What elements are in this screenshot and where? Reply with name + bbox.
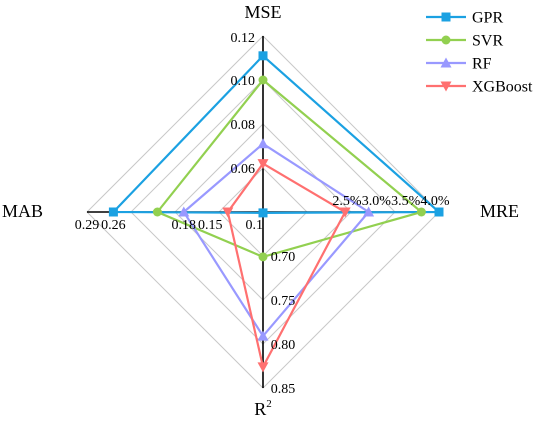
data-point-gpr-mab: [108, 207, 118, 217]
radar-tick-labels: 0.06 0.08 0.10 0.12 2.5% 3.0% 3.5% 4.0% 0.70 0.75…: [75, 31, 450, 397]
data-point-xgboost-mse: [257, 159, 269, 170]
tick-label-mab: 0.18: [172, 218, 197, 233]
tick-label-r2: 0.80: [271, 338, 296, 353]
series-line-xgboost: [226, 162, 347, 371]
data-point-gpr-r2: [258, 208, 268, 218]
data-point-gpr-mre: [434, 207, 444, 217]
radar-axis-titles: MSE MRE R2 MAB: [2, 2, 519, 419]
legend-item-svr: SVR: [426, 33, 503, 50]
series-line-gpr: [110, 54, 442, 214]
tick-label-mab: 0.15: [198, 218, 223, 233]
legend-label-rf: RF: [472, 56, 492, 73]
data-point-gpr-mse: [258, 51, 268, 61]
tick-label-r2: 0.85: [271, 382, 296, 397]
tick-label-mse: 0.08: [231, 118, 256, 133]
tick-label-mre: 3.0%: [362, 194, 392, 209]
tick-label-mab: 0.26: [101, 218, 126, 233]
axis-title-mab: MAB: [2, 201, 43, 221]
data-point-rf-mab: [178, 206, 190, 217]
legend-label-svr: SVR: [472, 33, 503, 50]
legend-item-gpr: GPR: [426, 10, 503, 27]
data-point-xgboost-mre: [339, 207, 351, 218]
legend-marker-rf: [440, 57, 452, 68]
legend-marker-xgboost: [440, 81, 452, 92]
data-point-svr-mse: [258, 75, 268, 85]
series-svr: [152, 75, 426, 262]
legend-marker-gpr: [441, 12, 451, 22]
tick-label-mse: 0.06: [231, 162, 256, 177]
legend-item-rf: RF: [426, 56, 492, 73]
data-point-svr-mab: [152, 207, 162, 217]
chart-legend: GPR SVR RF XGBoost: [426, 10, 533, 96]
data-point-rf-r2: [257, 330, 269, 341]
legend-label-gpr: GPR: [472, 10, 503, 27]
data-point-svr-mre: [416, 207, 426, 217]
data-point-rf-mse: [257, 138, 269, 149]
tick-label-mab: 0.29: [75, 218, 100, 233]
tick-label-mse: 0.12: [231, 31, 256, 46]
tick-label-mab: 0.1: [245, 218, 263, 233]
axis-title-r2: R2: [254, 398, 272, 419]
tick-label-mse: 0.10: [231, 74, 256, 89]
radar-series: [108, 51, 444, 373]
series-gpr: [108, 51, 444, 218]
data-point-svr-r2: [258, 252, 268, 262]
data-point-xgboost-r2: [257, 362, 269, 373]
tick-label-r2: 0.75: [271, 294, 296, 309]
legend-marker-svr: [441, 35, 451, 45]
legend-item-xgboost: XGBoost: [426, 79, 533, 96]
data-point-xgboost-mab: [222, 207, 234, 218]
tick-label-mre: 4.0%: [420, 194, 450, 209]
tick-label-r2: 0.70: [271, 250, 296, 265]
legend-label-xgboost: XGBoost: [472, 79, 533, 96]
axis-title-mse: MSE: [244, 2, 281, 22]
axis-title-mre: MRE: [480, 201, 519, 221]
series-xgboost: [222, 159, 351, 373]
data-point-rf-mre: [363, 206, 375, 217]
series-rf: [178, 138, 375, 341]
tick-label-mre: 3.5%: [391, 194, 421, 209]
tick-label-mre: 2.5%: [332, 194, 362, 209]
